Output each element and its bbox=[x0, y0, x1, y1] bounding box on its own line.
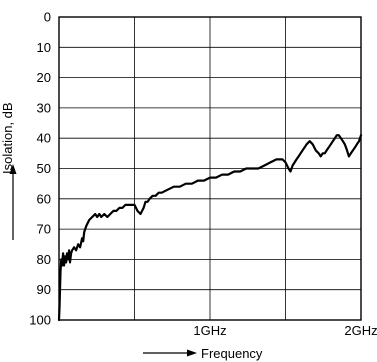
y-axis-title-group: Isolation, dB bbox=[0, 102, 17, 240]
y-tick-label: 30 bbox=[37, 100, 51, 115]
y-tick-label: 60 bbox=[37, 191, 51, 206]
y-tick-label: 90 bbox=[37, 282, 51, 297]
x-tick-label: 2GHz bbox=[344, 323, 377, 338]
y-tick-label: 20 bbox=[37, 70, 51, 85]
grid bbox=[59, 16, 361, 321]
x-axis-title-group: Frequency bbox=[143, 346, 263, 361]
y-axis-arrow-icon bbox=[9, 164, 17, 174]
y-tick-labels: 0 10 20 30 40 50 60 70 80 90 100 bbox=[29, 10, 51, 328]
x-axis-arrow-icon bbox=[187, 349, 197, 357]
plot-frame bbox=[58, 16, 362, 321]
y-tick-label: 40 bbox=[37, 131, 51, 146]
series-layer bbox=[57, 134, 363, 322]
y-tick-label: 80 bbox=[37, 252, 51, 267]
x-tick-labels: 1GHz 2GHz bbox=[193, 323, 377, 338]
y-axis-title: Isolation, dB bbox=[0, 102, 15, 174]
series-line bbox=[57, 134, 363, 322]
x-tick-label: 1GHz bbox=[193, 323, 226, 338]
x-axis-title: Frequency bbox=[201, 346, 263, 361]
y-tick-label: 70 bbox=[37, 222, 51, 237]
y-tick-label: 50 bbox=[37, 161, 51, 176]
y-tick-label: 100 bbox=[29, 313, 51, 328]
y-tick-label: 0 bbox=[44, 10, 51, 25]
y-tick-label: 10 bbox=[37, 40, 51, 55]
